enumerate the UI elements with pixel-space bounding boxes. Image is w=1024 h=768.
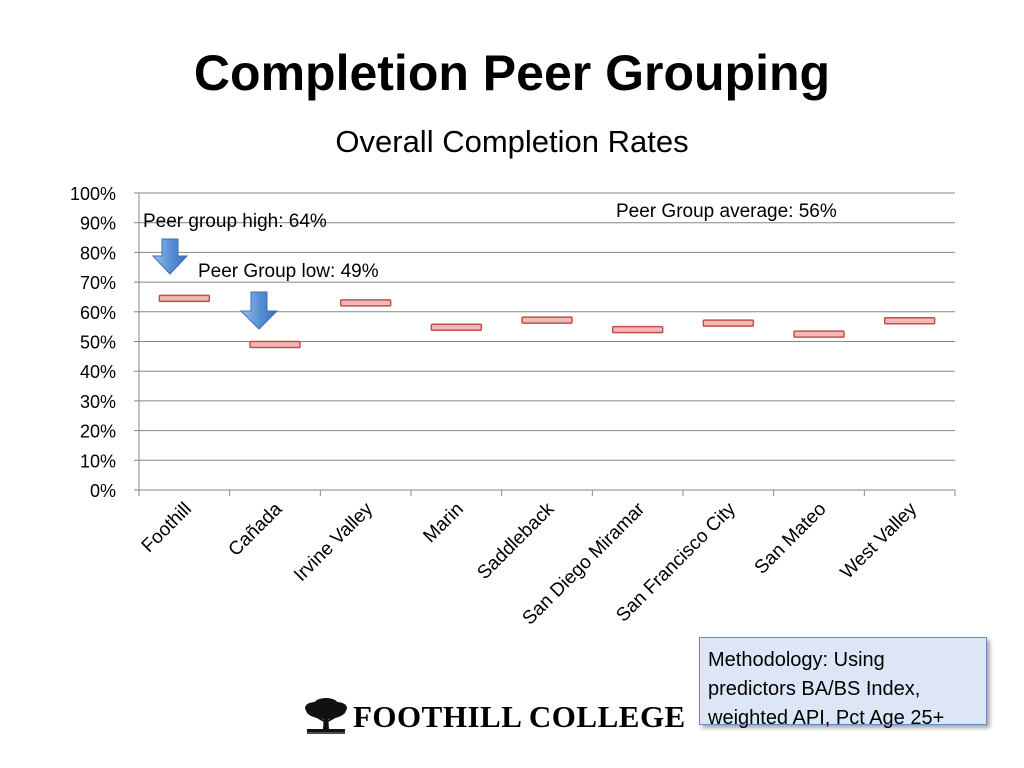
- annotation-high: Peer group high: 64%: [143, 211, 327, 232]
- y-tick-label: 30%: [80, 392, 116, 412]
- annotation-low: Peer Group low: 49%: [198, 261, 379, 282]
- y-tick-label: 90%: [80, 214, 116, 234]
- axes: [134, 192, 956, 496]
- x-tick-label: Foothill: [138, 499, 196, 557]
- y-tick-label: 80%: [80, 243, 116, 263]
- y-tick-label: 60%: [80, 303, 116, 323]
- data-marker: [611, 325, 664, 334]
- oak-tree-icon: [305, 698, 347, 734]
- x-tick-labels: Foothill Cañada Irvine Valley Marin Saddleba…: [138, 498, 922, 629]
- y-tick-label: 10%: [80, 451, 116, 471]
- chart-title: Overall Completion Rates: [335, 124, 689, 159]
- y-tick-label: 40%: [80, 362, 116, 382]
- x-tick-label: Cañada: [225, 498, 287, 560]
- data-marker: [339, 299, 392, 307]
- methodology-note: Methodology: Using predictors BA/BS Inde…: [699, 637, 987, 729]
- annotation-average: Peer Group average: 56%: [616, 201, 837, 222]
- logo-text: FOOTHILL COLLEGE: [353, 699, 686, 734]
- slide-title: Completion Peer Grouping: [193, 45, 831, 101]
- foothill-college-logo: FOOTHILL COLLEGE: [303, 693, 686, 741]
- arrow-down-icon-high: [151, 238, 189, 275]
- data-marker: [430, 323, 483, 331]
- x-tick-label: Saddleback: [473, 498, 558, 583]
- data-marker: [883, 316, 936, 325]
- y-tick-label: 70%: [80, 273, 116, 293]
- data-marker: [158, 294, 211, 303]
- x-tick-label: Irvine Valley: [290, 498, 377, 585]
- y-tick-label: 0%: [90, 481, 116, 501]
- y-tick-label: 100%: [70, 184, 116, 204]
- data-marker: [702, 319, 755, 327]
- x-tick-label: Marin: [419, 499, 467, 547]
- annotations: Peer group high: 64% Peer Group low: 49%…: [143, 201, 837, 330]
- data-marker: [521, 316, 573, 324]
- x-tick-label: West Valley: [837, 498, 922, 583]
- data-markers: [158, 294, 936, 349]
- data-marker: [793, 330, 845, 338]
- y-tick-labels: 0% 10% 20% 30% 40% 50% 60% 70% 80% 90% 100%: [70, 184, 116, 501]
- y-tick-label: 20%: [80, 422, 116, 442]
- data-marker: [249, 340, 301, 349]
- x-tick-label: San Mateo: [751, 499, 831, 579]
- y-tick-label: 50%: [80, 333, 116, 353]
- arrow-down-icon-low: [239, 291, 279, 330]
